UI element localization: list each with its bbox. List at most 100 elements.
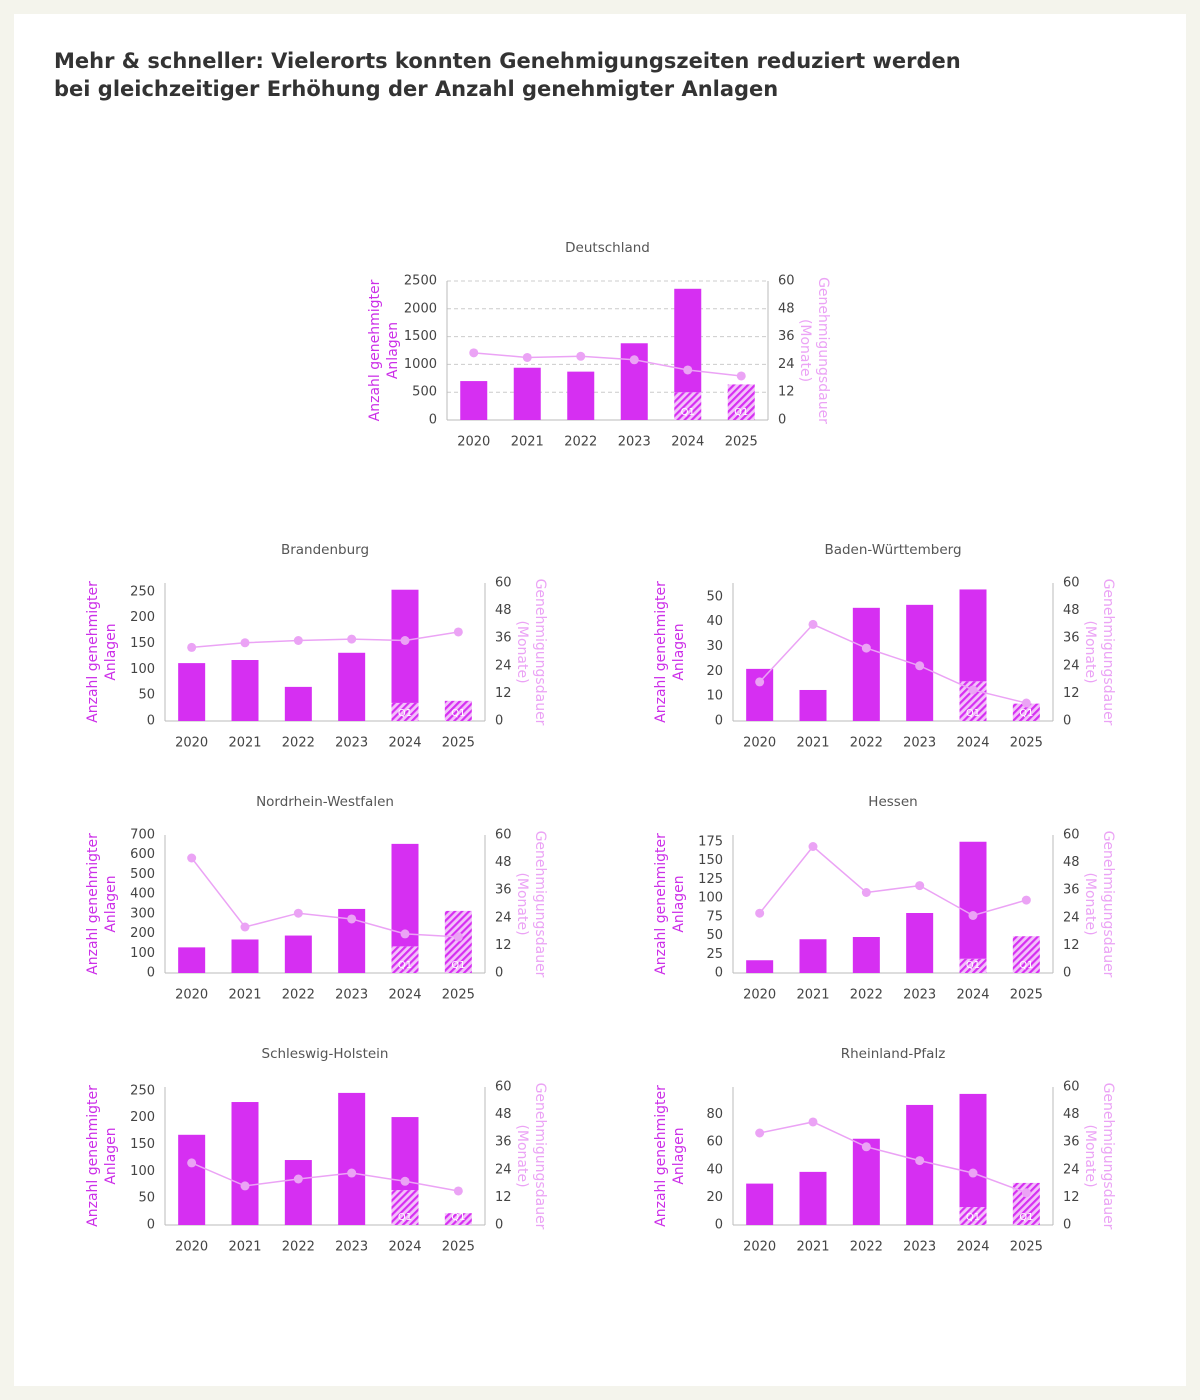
- y-tick-label: 100: [698, 891, 723, 906]
- x-tick-label: 2020: [175, 1240, 208, 1255]
- y-tick-label: 0: [147, 714, 155, 729]
- y2-axis-label: (Monate): [514, 1124, 530, 1187]
- y2-axis-label: (Monate): [514, 620, 530, 683]
- y-tick-label: 200: [130, 1110, 155, 1125]
- bar: [513, 367, 541, 420]
- panel: [14, 14, 1186, 1386]
- line: [759, 623, 1027, 704]
- y-axis-label: Anzahl genehmigter: [85, 1085, 101, 1227]
- y-tick-label: 200: [130, 926, 155, 941]
- y2-tick-label: 48: [1063, 855, 1080, 870]
- chart-title: Schleswig-Holstein: [262, 1046, 389, 1062]
- y-tick-label: 2000: [404, 301, 437, 316]
- bar: [620, 343, 648, 420]
- line: [473, 352, 742, 377]
- bar: [852, 1138, 880, 1225]
- bar: [959, 1093, 987, 1208]
- y-tick-label: 80: [706, 1107, 723, 1122]
- x-tick-label: 2020: [175, 988, 208, 1003]
- bar: [178, 663, 206, 721]
- line-point: [808, 842, 818, 851]
- y-tick-label: 0: [715, 966, 723, 981]
- y-tick-label: 100: [130, 1164, 155, 1179]
- page-title: bei gleichzeitiger Erhöhung der Anzahl g…: [54, 77, 778, 101]
- x-tick-label: 2022: [850, 736, 883, 751]
- bar: [852, 607, 880, 721]
- y-tick-label: 1500: [404, 329, 437, 344]
- y-tick-label: 40: [706, 1162, 723, 1177]
- bar-label: Q1: [398, 1212, 412, 1223]
- bar: [284, 686, 312, 721]
- bar: [391, 702, 419, 721]
- line-point: [347, 914, 357, 924]
- y2-tick-label: 60: [495, 828, 512, 843]
- line-point: [968, 1168, 978, 1178]
- y2-tick-label: 12: [495, 1190, 512, 1205]
- chart-title: Deutschland: [565, 240, 650, 256]
- x-tick-label: 2024: [956, 988, 989, 1003]
- bar: [231, 660, 259, 721]
- y-tick-label: 0: [147, 1218, 155, 1233]
- bar: [746, 1183, 774, 1225]
- y-axis-label: Anlagen: [671, 875, 687, 932]
- y-tick-label: 30: [706, 639, 723, 654]
- line-point: [755, 908, 765, 918]
- line-point: [968, 911, 978, 920]
- y-tick-label: 200: [130, 610, 155, 625]
- chart-title: Nordrhein-Westfalen: [256, 794, 394, 810]
- y2-tick-label: 60: [1063, 576, 1080, 591]
- y2-axis-label: (Monate): [514, 872, 530, 935]
- chart: Hessen Anzahl genehmigter Anlagen Genehmigu…: [653, 794, 1116, 1003]
- line-point: [453, 932, 463, 942]
- y-tick-label: 0: [715, 714, 723, 729]
- x-tick-label: 2020: [175, 736, 208, 751]
- y2-tick-label: 60: [1063, 1080, 1080, 1095]
- bar-label: Q1: [681, 407, 695, 418]
- y2-tick-label: 24: [1063, 1162, 1080, 1177]
- bar: [799, 1171, 827, 1225]
- line-point: [240, 922, 250, 932]
- bar: [959, 841, 987, 959]
- y2-tick-label: 24: [495, 1162, 512, 1177]
- x-tick-label: 2021: [796, 736, 829, 751]
- line-point: [453, 627, 463, 637]
- y-tick-label: 50: [138, 688, 155, 703]
- y-tick-label: 40: [706, 614, 723, 629]
- bar: [1012, 703, 1040, 721]
- y-tick-label: 250: [130, 1083, 155, 1098]
- page-title: Mehr & schneller: Vielerorts konnten Gen…: [54, 49, 961, 73]
- y-tick-label: 150: [698, 853, 723, 868]
- bar: [338, 1092, 366, 1225]
- y2-tick-label: 36: [495, 631, 512, 646]
- y-tick-label: 10: [706, 689, 723, 704]
- y2-tick-label: 12: [1063, 686, 1080, 701]
- x-tick-label: 2024: [388, 1240, 421, 1255]
- y2-tick-label: 60: [1063, 828, 1080, 843]
- line-point: [240, 638, 250, 648]
- y-tick-label: 50: [706, 589, 723, 604]
- chart-title: Brandenburg: [281, 542, 369, 558]
- y2-tick-label: 0: [495, 1218, 503, 1233]
- chart-title: Baden-Württemberg: [824, 542, 961, 558]
- y-tick-label: 100: [130, 662, 155, 677]
- y-tick-label: 400: [130, 887, 155, 902]
- line-point: [861, 888, 871, 897]
- y2-tick-label: 36: [1063, 883, 1080, 898]
- bar-label: Q1: [734, 407, 748, 418]
- y-axis-label: Anzahl genehmigter: [653, 833, 669, 975]
- y2-tick-label: 24: [1063, 658, 1080, 673]
- y2-axis-label: Genehmigungsdauer: [532, 1083, 548, 1230]
- y2-tick-label: 12: [495, 938, 512, 953]
- line-point: [736, 371, 746, 381]
- bar: [674, 392, 702, 420]
- bar: [799, 939, 827, 973]
- bar: [746, 668, 774, 721]
- y2-tick-label: 12: [1063, 1190, 1080, 1205]
- bar: [959, 1207, 987, 1225]
- bar: [391, 843, 419, 947]
- line-point: [915, 881, 925, 891]
- chart: Baden-Württemberg Anzahl genehmigter Anlag…: [653, 542, 1116, 751]
- x-tick-label: 2025: [1010, 1240, 1043, 1255]
- y2-tick-label: 36: [1063, 631, 1080, 646]
